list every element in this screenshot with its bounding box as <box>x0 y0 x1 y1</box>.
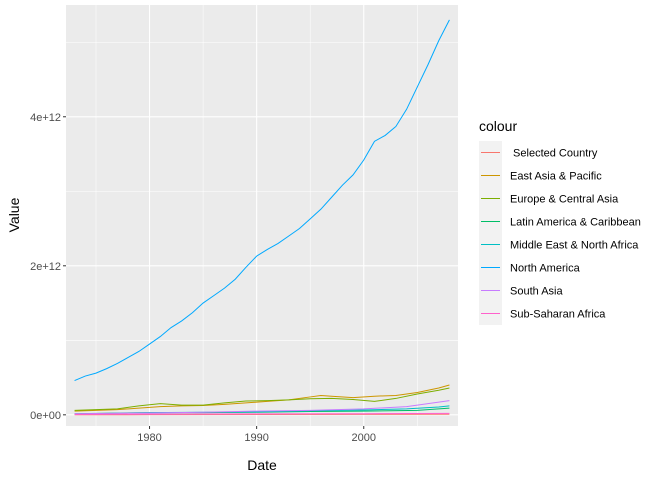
legend-item-label: North America <box>510 263 581 275</box>
y-tick-label: 2e+12 <box>30 261 61 273</box>
x-axis-title: Date <box>247 457 277 473</box>
plot-panel <box>66 5 458 426</box>
x-tick-label: 2000 <box>352 432 376 444</box>
legend-item-label: Middle East & North Africa <box>510 240 639 252</box>
legend: colour Selected Country East Asia & Pacif… <box>479 118 641 325</box>
legend-item-label: Europe & Central Asia <box>510 194 619 206</box>
x-tick-label: 1980 <box>137 432 161 444</box>
legend-item-label: Selected Country <box>510 148 598 160</box>
series-line <box>74 387 450 411</box>
legend-item-label: Sub-Saharan Africa <box>510 309 606 321</box>
y-tick-label: 4e+12 <box>30 112 61 124</box>
series-line <box>74 400 450 415</box>
y-axis-title: Value <box>6 197 22 232</box>
y-tick-label: 0e+00 <box>30 410 61 422</box>
legend-title: colour <box>479 118 517 134</box>
legend-item-label: South Asia <box>510 286 563 298</box>
axis-layer: 1980 1990 2000 0e+00 2e+12 4e+12 <box>30 112 376 444</box>
legend-item-label: East Asia & Pacific <box>510 171 602 183</box>
x-tick-label: 1990 <box>244 432 268 444</box>
series-line <box>74 19 450 382</box>
legend-item-label: Latin America & Caribbean <box>510 217 641 229</box>
series-layer <box>74 19 450 416</box>
series-line <box>74 412 450 415</box>
